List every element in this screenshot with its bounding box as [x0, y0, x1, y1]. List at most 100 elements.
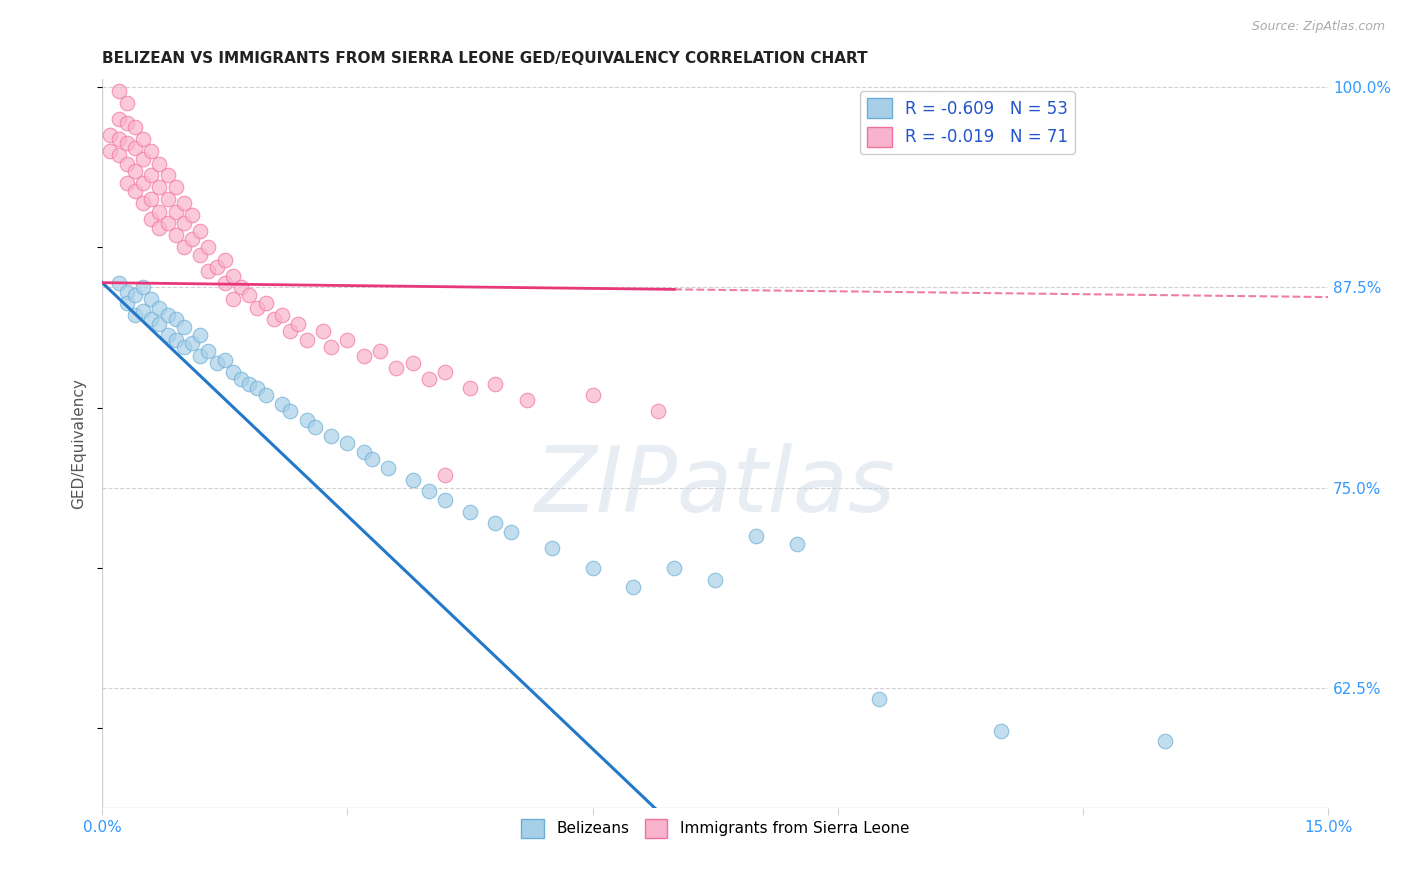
Point	[336, 333, 359, 347]
Point	[246, 381, 269, 395]
Point	[132, 153, 155, 167]
Point	[132, 280, 155, 294]
Point	[336, 435, 359, 450]
Point	[238, 376, 260, 391]
Point	[647, 403, 669, 417]
Point	[124, 141, 146, 155]
Point	[214, 352, 236, 367]
Point	[238, 288, 260, 302]
Point	[148, 318, 170, 332]
Point	[246, 301, 269, 316]
Point	[173, 240, 195, 254]
Point	[254, 296, 277, 310]
Point	[100, 145, 122, 159]
Point	[278, 324, 301, 338]
Point	[115, 285, 138, 300]
Point	[197, 344, 219, 359]
Point	[141, 211, 163, 226]
Point	[124, 185, 146, 199]
Point	[156, 169, 179, 183]
Point	[319, 340, 342, 354]
Legend: Belizeans, Immigrants from Sierra Leone: Belizeans, Immigrants from Sierra Leone	[515, 813, 915, 844]
Point	[124, 120, 146, 135]
Point	[141, 169, 163, 183]
Point	[361, 451, 384, 466]
Point	[458, 381, 481, 395]
Point	[132, 195, 155, 210]
Point	[115, 296, 138, 310]
Point	[623, 580, 645, 594]
Point	[124, 163, 146, 178]
Point	[173, 195, 195, 210]
Point	[295, 413, 318, 427]
Point	[304, 419, 326, 434]
Point	[1153, 733, 1175, 747]
Point	[141, 292, 163, 306]
Point	[368, 344, 391, 359]
Point	[278, 403, 301, 417]
Point	[156, 308, 179, 322]
Point	[540, 541, 562, 556]
Point	[115, 115, 138, 129]
Point	[458, 505, 481, 519]
Point	[107, 276, 129, 290]
Point	[156, 193, 179, 207]
Point	[205, 356, 228, 370]
Point	[181, 209, 204, 223]
Point	[156, 328, 179, 343]
Point	[197, 264, 219, 278]
Point	[181, 232, 204, 246]
Point	[173, 320, 195, 334]
Point	[271, 308, 294, 322]
Text: BELIZEAN VS IMMIGRANTS FROM SIERRA LEONE GED/EQUIVALENCY CORRELATION CHART: BELIZEAN VS IMMIGRANTS FROM SIERRA LEONE…	[103, 51, 868, 66]
Point	[148, 301, 170, 316]
Point	[222, 365, 245, 379]
Point	[107, 84, 129, 98]
Point	[295, 333, 318, 347]
Point	[484, 516, 506, 530]
Point	[141, 312, 163, 326]
Point	[115, 136, 138, 151]
Point	[704, 574, 727, 588]
Point	[165, 205, 187, 219]
Point	[418, 483, 440, 498]
Point	[205, 260, 228, 274]
Point	[100, 128, 122, 143]
Point	[115, 96, 138, 111]
Point	[664, 560, 686, 574]
Point	[148, 221, 170, 235]
Point	[156, 216, 179, 230]
Point	[132, 177, 155, 191]
Point	[745, 528, 768, 542]
Point	[132, 131, 155, 145]
Point	[188, 349, 211, 363]
Point	[402, 473, 425, 487]
Point	[165, 179, 187, 194]
Point	[231, 280, 253, 294]
Point	[353, 349, 375, 363]
Point	[271, 397, 294, 411]
Point	[148, 157, 170, 171]
Point	[377, 461, 399, 475]
Point	[402, 356, 425, 370]
Point	[434, 493, 457, 508]
Point	[124, 288, 146, 302]
Point	[786, 536, 808, 550]
Point	[188, 224, 211, 238]
Point	[107, 147, 129, 161]
Point	[214, 253, 236, 268]
Point	[434, 365, 457, 379]
Point	[434, 467, 457, 482]
Point	[124, 308, 146, 322]
Point	[165, 333, 187, 347]
Point	[173, 340, 195, 354]
Point	[287, 318, 309, 332]
Point	[214, 276, 236, 290]
Point	[418, 372, 440, 386]
Point	[115, 177, 138, 191]
Point	[581, 388, 603, 402]
Y-axis label: GED/Equivalency: GED/Equivalency	[72, 378, 86, 509]
Point	[385, 360, 408, 375]
Point	[141, 145, 163, 159]
Text: ZIPatlas: ZIPatlas	[534, 443, 896, 532]
